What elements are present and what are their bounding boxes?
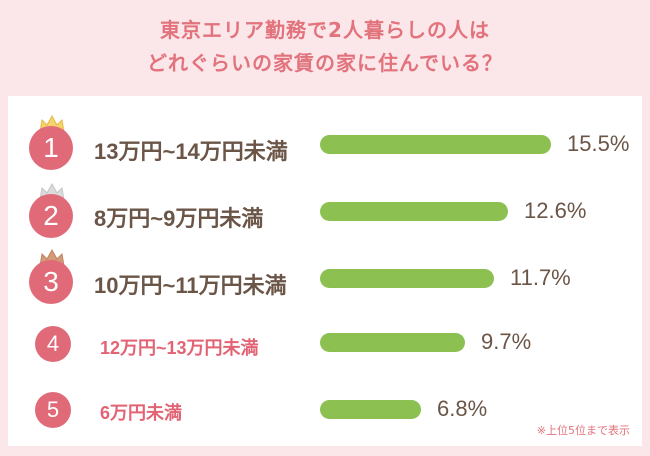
footnote: ※上位5位まで表示 <box>536 424 630 437</box>
bar <box>320 202 508 221</box>
ranking-row-1: 1 13万円~14万円未満 15.5% <box>8 114 642 174</box>
ranking-row-3: 3 10万円~11万円未満 11.7% <box>8 248 642 308</box>
percent-label: 6.8% <box>437 396 488 421</box>
percent-label: 11.7% <box>510 265 571 290</box>
percent-label: 15.5% <box>567 131 630 156</box>
bar <box>320 269 494 288</box>
rank-badge: 3 <box>29 260 73 304</box>
rank-badge: 1 <box>29 126 73 170</box>
rent-range-label: 6万円未満 <box>100 403 183 423</box>
rank-badge: 4 <box>35 326 71 362</box>
bar <box>320 333 465 352</box>
rent-range-label: 10万円~11万円未満 <box>94 273 287 298</box>
bar <box>320 135 551 154</box>
rank-badge: 2 <box>29 194 73 238</box>
rent-range-label: 13万円~14万円未満 <box>94 139 288 164</box>
title-line-1: 東京エリア勤務で2人暮らしの人は <box>160 18 490 42</box>
ranking-row-4: 4 12万円~13万円未満 9.7% <box>8 322 642 382</box>
title-line-2: どれぐらいの家賃の家に住んでいる？ <box>147 51 503 75</box>
bar <box>320 400 421 419</box>
rent-range-label: 8万円~9万円未満 <box>94 206 264 231</box>
percent-label: 9.7% <box>481 329 532 354</box>
percent-label: 12.6% <box>524 198 587 223</box>
rent-range-label: 12万円~13万円未満 <box>100 338 259 358</box>
chart-title: 東京エリア勤務で2人暮らしの人は どれぐらいの家賃の家に住んでいる？ <box>0 14 650 80</box>
rank-badge: 5 <box>35 392 71 428</box>
ranking-row-2: 2 8万円~9万円未満 12.6% <box>8 182 642 242</box>
ranking-panel: 1 13万円~14万円未満 15.5% 2 8万円~9万円未満 12.6% 3 … <box>8 96 642 446</box>
ranking-row-5: 5 6万円未満 6.8% <box>8 390 642 450</box>
